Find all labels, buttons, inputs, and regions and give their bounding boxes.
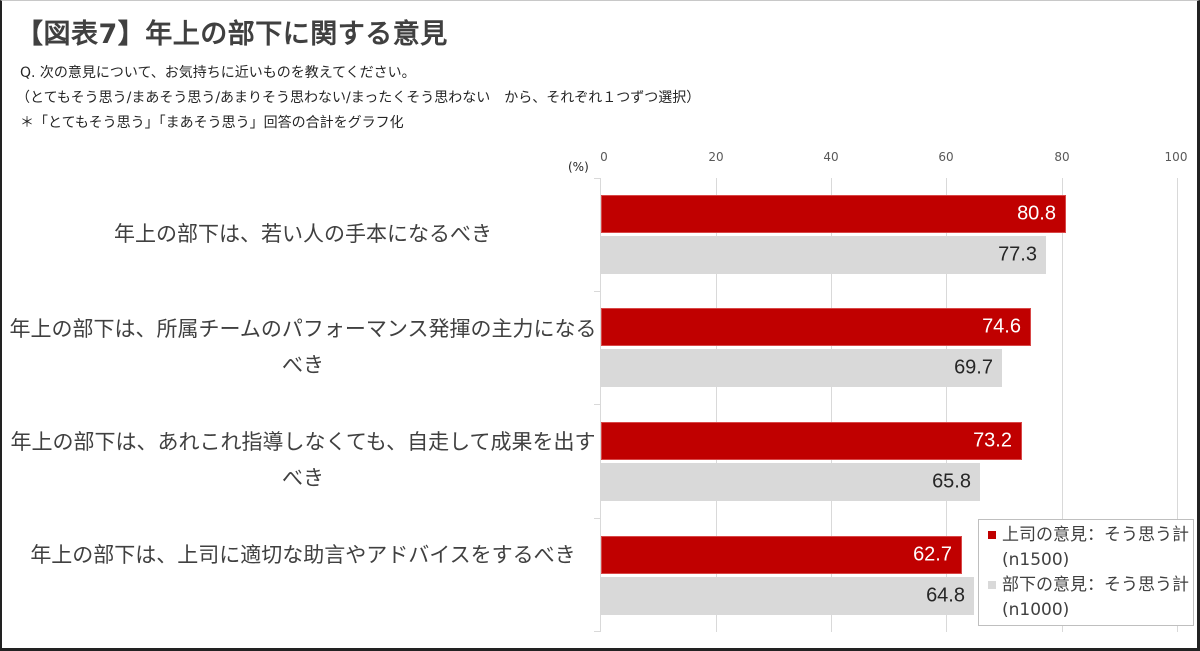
bar-value-label: 73.2 (973, 429, 1012, 452)
category-label: 年上の部下は、あれこれ指導しなくても、自走して成果を出すべき (10, 430, 596, 490)
bar-subordinate: 64.8 (601, 577, 974, 615)
options-note: （とてもそう思う/まあそう思う/あまりそう思わない/まったくそう思わない から、… (16, 90, 701, 106)
x-tick-label: 60 (938, 150, 954, 164)
legend-sample-size: (n1000) (1002, 600, 1070, 620)
bar-value-label: 69.7 (954, 356, 993, 379)
legend-swatch-grey-icon (988, 581, 996, 589)
bar-boss: 80.8 (601, 195, 1066, 233)
question-text: Q. 次の意見について、お気持ちに近いものを教えてください。 (20, 65, 416, 81)
category-label: 年上の部下は、若い人の手本になるべき (114, 222, 492, 246)
bar-boss: 74.6 (601, 308, 1031, 346)
aggregation-note: ＊「とてもそう思う」「まあそう思う」回答の合計をグラフ化 (20, 115, 404, 131)
chart-title: 【図表7】年上の部下に関する意見 (16, 19, 448, 50)
y-axis-tick (594, 631, 601, 632)
legend-swatch-red-icon (988, 531, 996, 539)
gridline (1177, 178, 1178, 632)
legend-item-subordinate: 部下の意見：そう思う計 (n1000) (985, 573, 1189, 623)
x-tick-label: 100 (1164, 150, 1188, 164)
bar-value-label: 65.8 (932, 470, 971, 493)
legend-sample-size: (n1500) (1002, 550, 1070, 570)
category-label: 年上の部下は、上司に適切な助言やアドバイスをするべき (30, 543, 576, 567)
bar-value-label: 74.6 (982, 315, 1021, 338)
bar-boss: 73.2 (601, 422, 1022, 460)
y-axis-tick (594, 291, 601, 292)
legend-item-boss: 上司の意見：そう思う計 (n1500) (985, 523, 1189, 573)
bar-value-label: 62.7 (913, 543, 952, 566)
y-axis-line (600, 178, 601, 632)
bar-subordinate: 65.8 (601, 463, 980, 501)
x-tick-label: 80 (1054, 150, 1070, 164)
gridline (716, 178, 717, 632)
bar-subordinate: 77.3 (601, 236, 1046, 274)
y-axis-tick (594, 404, 601, 405)
bar-value-label: 80.8 (1017, 202, 1056, 225)
category-label: 年上の部下は、所属チームのパフォーマンス発揮の主力になるべき (9, 317, 597, 377)
gridline (831, 178, 832, 632)
y-axis-tick (594, 518, 601, 519)
legend-label: 上司の意見：そう思う計 (1002, 525, 1189, 545)
axis-unit-label: (%) (568, 160, 589, 174)
x-tick-label: 20 (708, 150, 724, 164)
bar-value-label: 77.3 (998, 243, 1037, 266)
bar-value-label: 64.8 (926, 584, 965, 607)
y-axis-tick (594, 178, 601, 179)
bar-subordinate: 69.7 (601, 349, 1002, 387)
gridline (1062, 178, 1063, 632)
x-tick-label: 0 (600, 150, 608, 164)
gridline (946, 178, 947, 632)
bar-boss: 62.7 (601, 536, 962, 574)
x-tick-label: 40 (823, 150, 839, 164)
legend-label: 部下の意見：そう思う計 (1002, 575, 1189, 595)
chart-legend: 上司の意見：そう思う計 (n1500) 部下の意見：そう思う計 (n1000) (978, 519, 1194, 626)
